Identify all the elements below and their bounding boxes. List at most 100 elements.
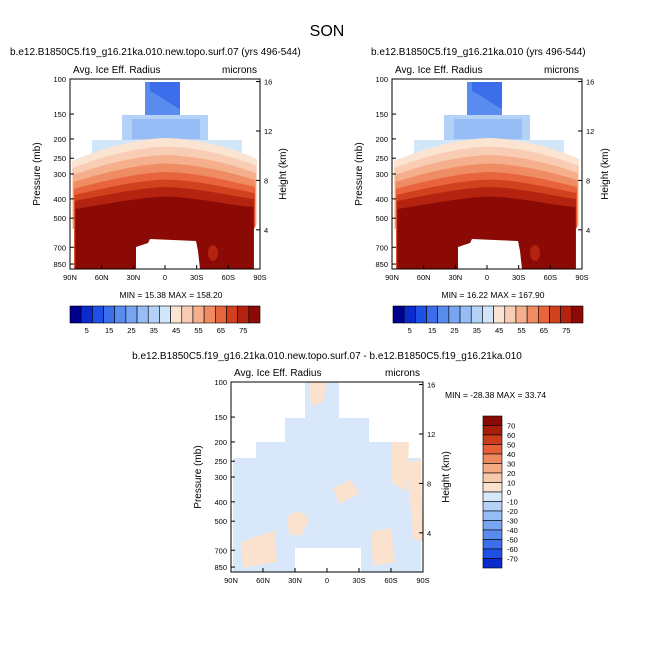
- colorbar-box: [125, 305, 138, 324]
- panel-title: b.e12.B1850C5.f19_g16.21ka.010.new.topo.…: [10, 47, 301, 58]
- colorbar-box: [537, 305, 550, 324]
- diff-warm-patch-south: [371, 528, 395, 566]
- panel-left-label: Avg. Ice Eff. Radius: [234, 368, 321, 379]
- y2-tick-label: 4: [264, 226, 268, 235]
- x-tick-label: 60S: [544, 273, 557, 282]
- field-local-max: [208, 245, 218, 261]
- colorbar-label: 35: [473, 326, 481, 335]
- y-tick-label: 250: [53, 154, 66, 163]
- y2-tick-label: 4: [586, 226, 590, 235]
- y2-tick-label: 4: [427, 529, 431, 538]
- colorbar-box: [226, 305, 238, 324]
- x-tick-label: 90S: [253, 273, 266, 282]
- panel-right-label: microns: [385, 368, 420, 379]
- y-tick-label: 150: [375, 110, 388, 119]
- y-tick-label: 150: [214, 413, 227, 422]
- diff-mid-band: [256, 442, 402, 458]
- field-mask-right: [254, 219, 260, 269]
- y-tick-label: 400: [53, 195, 66, 204]
- x-tick-label: 60S: [384, 576, 397, 585]
- x-tick-label: 90N: [63, 273, 77, 282]
- colorbar-box: [448, 305, 461, 324]
- colorbar-box: [80, 305, 93, 324]
- diff-warm-patch-edge: [407, 460, 423, 542]
- colorbar-box: [482, 444, 503, 455]
- x-tick-label: 30S: [512, 273, 525, 282]
- colorbar-label: 55: [194, 326, 202, 335]
- colorbar-label: -50: [507, 536, 518, 545]
- diff-mask-corner: [409, 382, 421, 452]
- y2-tick-label: 12: [586, 127, 594, 136]
- y2-tick-label: 8: [264, 176, 268, 185]
- figure-title: SON: [310, 23, 345, 40]
- field-local-max: [530, 245, 540, 261]
- colorbar-box: [136, 305, 149, 324]
- y-tick-label: 700: [53, 243, 66, 252]
- y2-axis-title: Height (km): [278, 148, 289, 200]
- colorbar-box: [482, 520, 503, 531]
- colorbar-label: 45: [172, 326, 180, 335]
- field-mask-left: [70, 229, 74, 269]
- y-tick-label: 700: [214, 546, 227, 555]
- colorbar-box: [482, 558, 503, 569]
- x-tick-label: 60S: [222, 273, 235, 282]
- y2-tick-label: 8: [586, 176, 590, 185]
- y-tick-label: 300: [53, 170, 66, 179]
- colorbar-label: 10: [507, 479, 515, 488]
- diff-upper-band: [285, 418, 369, 442]
- y-axis-title: Pressure (mb): [354, 142, 365, 205]
- diff-topography-mask: [295, 548, 361, 572]
- colorbar-box: [549, 305, 561, 324]
- colorbar-label: 20: [507, 469, 515, 478]
- y-tick-label: 500: [375, 214, 388, 223]
- stats-label: MIN = 15.38 MAX = 158.20: [119, 290, 222, 300]
- colorbar-label: 45: [495, 326, 503, 335]
- diff-top-warm: [309, 382, 327, 406]
- x-tick-label: 90N: [385, 273, 399, 282]
- y2-axis-title: Height (km): [441, 451, 452, 503]
- panel-title: b.e12.B1850C5.f19_g16.21ka.010 (yrs 496-…: [371, 47, 586, 58]
- colorbar-box: [426, 305, 439, 324]
- colorbar-label: 5: [85, 326, 89, 335]
- y-tick-label: 250: [375, 154, 388, 163]
- colorbar-label: 70: [507, 422, 515, 431]
- diff-warm-patch-center: [333, 480, 359, 504]
- panel-right-label: microns: [222, 65, 257, 76]
- stats-label: MIN = 16.22 MAX = 167.90: [441, 290, 544, 300]
- y-tick-label: 850: [53, 260, 66, 269]
- x-tick-label: 90S: [416, 576, 429, 585]
- colorbar-label: -10: [507, 498, 518, 507]
- colorbar-label: -30: [507, 517, 518, 526]
- field-upper-band-inner: [454, 119, 522, 139]
- x-tick-label: 60N: [256, 576, 270, 585]
- colorbar-label: 55: [517, 326, 525, 335]
- x-tick-label: 60N: [417, 273, 431, 282]
- x-tick-label: 30S: [352, 576, 365, 585]
- y2-tick-label: 12: [264, 127, 272, 136]
- colorbar-box: [470, 305, 483, 324]
- y2-tick-label: 12: [427, 430, 435, 439]
- colorbar-box: [493, 305, 506, 324]
- colorbar-box: [437, 305, 450, 324]
- colorbar-box: [415, 305, 427, 324]
- x-tick-label: 30N: [126, 273, 140, 282]
- colorbar-box: [103, 305, 116, 324]
- colorbar-2: 5 15 25 35 45 55 65 75: [392, 305, 584, 335]
- colorbar-box: [203, 305, 216, 324]
- colorbar-label: 40: [507, 450, 515, 459]
- colorbar-box: [482, 539, 503, 550]
- y-tick-label: 200: [53, 135, 66, 144]
- panel-3: b.e12.B1850C5.f19_g16.21ka.010.new.topo.…: [132, 351, 546, 585]
- y2-tick-label: 16: [427, 381, 435, 390]
- x-tick-label: 60N: [95, 273, 109, 282]
- field-mask-right: [576, 219, 582, 269]
- x-tick-label: 0: [163, 273, 167, 282]
- y-tick-label: 250: [214, 457, 227, 466]
- colorbar-label: 25: [127, 326, 135, 335]
- colorbar-box: [114, 305, 127, 324]
- y-tick-label: 400: [214, 498, 227, 507]
- y-axis-title: Pressure (mb): [193, 445, 204, 508]
- colorbar-label: -70: [507, 555, 518, 564]
- colorbar-box: [482, 472, 503, 483]
- y-tick-label: 100: [53, 75, 66, 84]
